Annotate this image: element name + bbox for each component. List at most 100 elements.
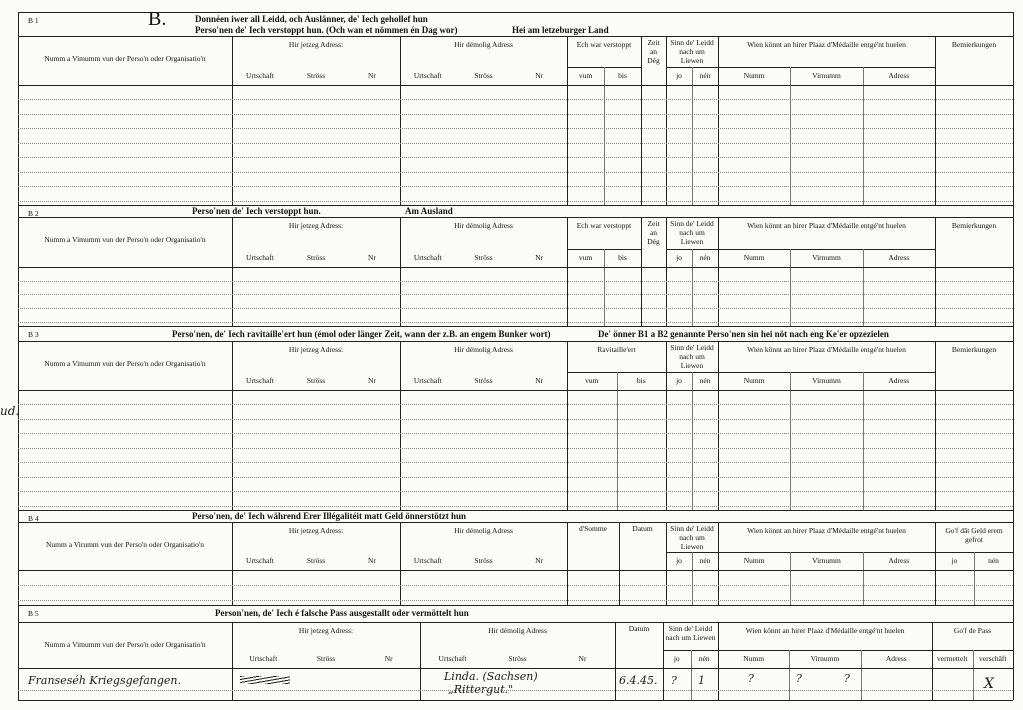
entry-substitute: ? [796, 672, 802, 685]
rule [18, 668, 1013, 669]
rule [232, 36, 233, 205]
section-heading: Perso'nen de' Iech verstoppt hun. [192, 206, 321, 216]
rule [935, 217, 936, 326]
rule [718, 67, 935, 68]
rule [18, 113, 1013, 115]
column-subheader: Urtschaft [413, 556, 442, 565]
rule [18, 142, 1013, 144]
column-header: d'Somme [578, 524, 608, 533]
column-subheader: Ströss [474, 253, 493, 262]
section-heading: Perso'nen, de' Iech ravitaille'ert hun (… [172, 329, 551, 339]
rule [400, 217, 401, 326]
rule [567, 217, 568, 326]
rule [18, 433, 1013, 435]
column-header: Numm a Vimumm vun der Perso'n oder Organ… [44, 54, 206, 63]
rule [18, 570, 1013, 571]
column-header: Hir démolig Adress [454, 526, 513, 535]
rule [718, 552, 935, 553]
entry-pass: X [984, 676, 994, 692]
rule [18, 341, 1013, 342]
column-header: Wien könnt an hirer Plaaz d'Médaille ent… [747, 345, 906, 354]
rule [18, 418, 1013, 420]
rule [718, 372, 935, 373]
column-header: Hir démolig Adress [488, 626, 547, 635]
column-subheader: bis [618, 253, 627, 262]
column-subheader: Nr [535, 376, 544, 385]
rule [666, 217, 667, 326]
column-subheader: jo [673, 654, 680, 663]
rule [18, 267, 1013, 268]
column-subheader: Ströss [474, 376, 493, 385]
column-subheader: Nr [368, 376, 376, 385]
column-header: Hir démolig Adress [454, 345, 513, 354]
column-subheader: Urtschaft [246, 376, 274, 385]
column-header: Sinn de' Leidd nach um Liewen [665, 624, 716, 642]
section-heading: De' önner B1 a B2 genannte Perso'nen sin… [598, 329, 889, 339]
entry-alive: 1 [698, 674, 705, 687]
rule [232, 217, 233, 326]
column-subheader: Nr [384, 654, 393, 663]
rule [935, 522, 936, 605]
column-subheader: Adress [885, 654, 907, 663]
rule [18, 217, 1013, 218]
rule [641, 36, 642, 205]
column-header: Numm a Virumm vun der Perso'n oder Organ… [46, 540, 204, 549]
column-header: Zeit an Dég [647, 38, 660, 65]
rule [567, 36, 568, 205]
rule [18, 128, 1013, 130]
column-subheader: Urtschaft [413, 376, 442, 385]
column-subheader: Ströss [316, 654, 336, 663]
margin-note: ud. [0, 404, 20, 418]
rule [18, 205, 1013, 206]
column-subheader: Numm [743, 253, 765, 262]
column-subheader: nén [699, 71, 711, 80]
rule [18, 700, 1013, 701]
rule [18, 12, 1013, 13]
rule [790, 552, 792, 605]
column-subheader: Virnumm [812, 556, 841, 565]
column-subheader: Adress [888, 71, 910, 80]
entry-substitute: ? [844, 672, 850, 685]
column-header: Sinn de' Leidd nach um Liewen [670, 524, 714, 551]
column-subheader: jo [676, 71, 682, 80]
rule [18, 12, 19, 700]
column-subheader: Ströss [474, 556, 493, 565]
column-header: Ech war verstoppt [576, 40, 632, 49]
column-subheader: vum [578, 71, 593, 80]
rule [1013, 12, 1014, 700]
column-header: Numm a Vimumm vun der Perso'n oder Organ… [44, 640, 206, 649]
column-subheader: Numm [743, 556, 765, 565]
column-subheader: jo [951, 556, 958, 565]
entry-substitute: ? [748, 672, 754, 685]
rule [18, 390, 1013, 391]
rule [663, 622, 664, 700]
rule [692, 552, 693, 605]
section-heading: Person'nen, de' Iech é falsche Pass ausg… [215, 608, 469, 618]
column-subheader: Ströss [306, 253, 326, 262]
rule [232, 622, 233, 700]
rule [718, 36, 719, 205]
column-header: Hir jetzeg Adress: [288, 345, 344, 354]
rule [666, 36, 667, 205]
column-subheader: jo [676, 376, 682, 385]
section-code: B 1 [28, 16, 39, 25]
column-subheader: bis [636, 376, 646, 385]
entry-name: Franseséh Kriegsgefangen. [28, 674, 182, 687]
rule [567, 522, 568, 605]
column-subheader: Ströss [306, 376, 326, 385]
column-subheader: Nr [368, 71, 376, 80]
rule [18, 447, 1013, 449]
column-subheader: nén [988, 556, 999, 565]
rule [860, 650, 862, 700]
rule [789, 650, 791, 700]
column-header: Bemierkungen [951, 345, 997, 354]
rule [18, 171, 1013, 173]
rule [18, 404, 1013, 406]
column-header: Numm a Vimumm vun der Perso'n oder Organ… [44, 235, 206, 244]
section-heading: Donnéen iwer all Leidd, och Auslänner, d… [195, 14, 428, 24]
rule [18, 36, 1013, 37]
rule [18, 280, 1013, 282]
rule [18, 505, 1013, 507]
rule [567, 341, 568, 510]
